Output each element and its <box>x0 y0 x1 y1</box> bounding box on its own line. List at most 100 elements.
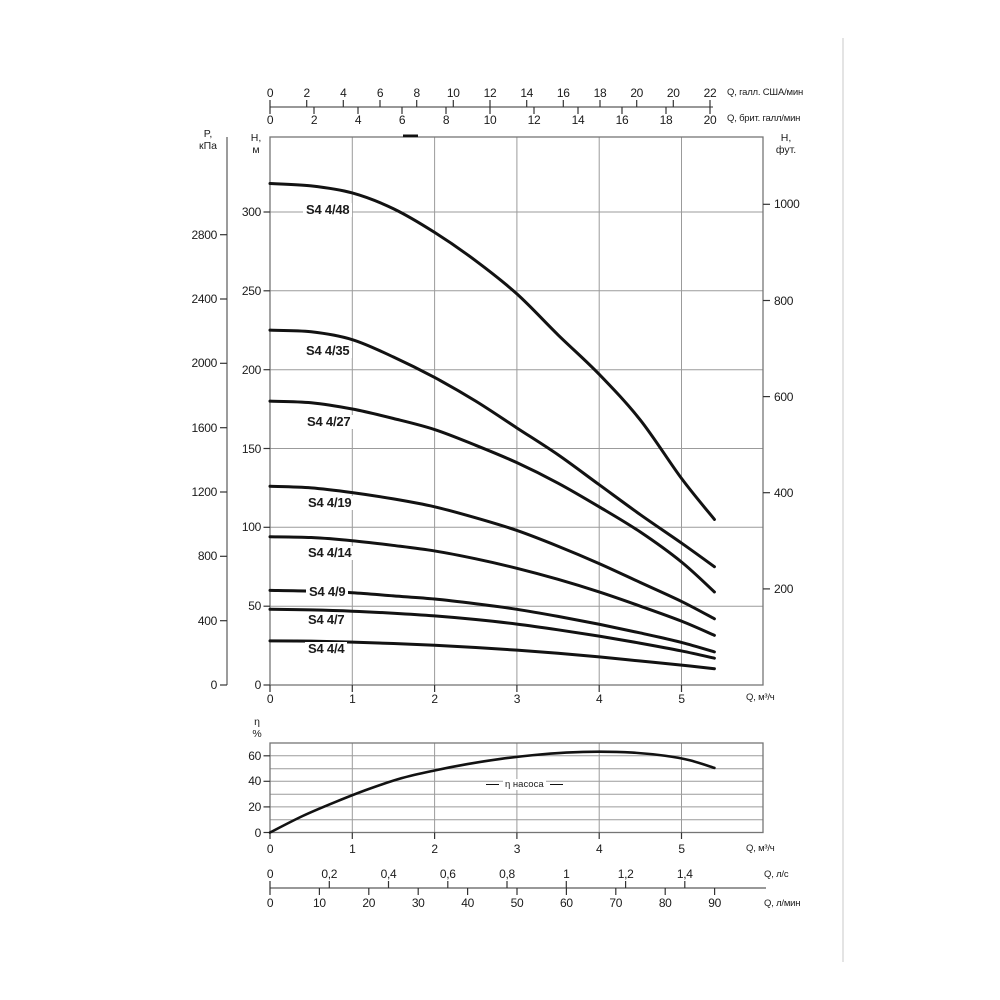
curve-label-s4-4-19: S4 4/19 <box>305 496 355 510</box>
leader-line-right <box>549 784 563 785</box>
imp-gpm-tick-label: 20 <box>703 113 717 127</box>
m3h-unit-label-eta: Q, м³/ч <box>746 843 775 854</box>
imp-gpm-tick-label: 14 <box>571 113 585 127</box>
h-ft-tick-label: 200 <box>774 581 794 596</box>
imp-gpm-tick-label: 4 <box>354 113 362 127</box>
q-m3h-eta-tick-label: 4 <box>596 842 603 856</box>
ls-unit-label: Q, л/с <box>764 869 789 880</box>
q-lmin-tick-label: 70 <box>609 896 623 910</box>
us-gpm-tick-label: 10 <box>446 86 460 100</box>
imp-gpm-tick-label: 16 <box>615 113 629 127</box>
leader-line-left <box>486 784 499 785</box>
us-gpm-tick-label: 18 <box>593 86 607 100</box>
imp-gpm-tick-label: 10 <box>483 113 497 127</box>
q-ls-tick-label: 0,4 <box>380 867 397 881</box>
p-kpa-tick-label: 400 <box>197 613 217 628</box>
head-m-axis-title: H, м <box>250 132 262 156</box>
q-m3h-main-tick-label: 1 <box>349 692 356 706</box>
q-m3h-main-tick-label: 0 <box>266 692 274 706</box>
us-gpm-tick-label: 14 <box>520 86 534 100</box>
eta-pct-tick-label: 40 <box>248 774 261 789</box>
pressure-axis-title: P, кПа <box>199 128 217 152</box>
p-kpa-tick-label: 2000 <box>191 356 218 371</box>
p-kpa-tick-label: 0 <box>210 678 218 692</box>
q-m3h-eta-tick-label: 2 <box>431 842 438 856</box>
q-m3h-main-tick-label: 5 <box>678 692 685 706</box>
efficiency-curve-label-text: η насоса <box>503 779 546 790</box>
q-lmin-tick-label: 50 <box>510 896 524 910</box>
q-lmin-tick-label: 90 <box>708 896 721 910</box>
h-m-tick-label: 150 <box>241 441 261 456</box>
p-kpa-tick-label: 2400 <box>191 292 218 306</box>
eta-pct-tick-label: 60 <box>248 748 261 763</box>
q-ls-tick-label: 1,2 <box>617 867 634 881</box>
q-ls-tick-label: 0,6 <box>439 867 456 881</box>
q-m3h-main-tick-label: 3 <box>513 692 521 706</box>
q-ls-tick-label: 0,8 <box>499 867 515 881</box>
us-gpm-tick-label: 0 <box>266 86 274 100</box>
q-ls-tick-label: 0,2 <box>321 867 338 881</box>
us-gpm-tick-label: 6 <box>376 86 384 100</box>
head-ft-axis-title: H, фут. <box>775 132 797 156</box>
h-ft-tick-label: 600 <box>774 389 794 404</box>
curve-label-s4-4-27: S4 4/27 <box>304 415 354 429</box>
q-ls-tick-label: 1,4 <box>676 867 693 881</box>
h-m-tick-label: 0 <box>254 678 262 692</box>
imp-gpm-unit-label: Q, брит. галл/мин <box>727 113 801 124</box>
imp-gpm-tick-label: 18 <box>659 113 673 127</box>
h-m-tick-label: 100 <box>241 520 261 535</box>
q-lmin-tick-label: 20 <box>362 896 376 910</box>
q-lmin-tick-label: 30 <box>411 896 425 910</box>
q-ls-tick-label: 1 <box>563 867 570 881</box>
imp-gpm-tick-label: 6 <box>398 113 406 127</box>
q-lmin-tick-label: 10 <box>313 896 326 910</box>
q-lmin-tick-label: 0 <box>266 896 274 910</box>
q-ls-tick-label: 0 <box>266 867 274 881</box>
p-kpa-tick-label: 1600 <box>191 420 218 435</box>
p-kpa-tick-label: 2800 <box>191 227 218 242</box>
eta-pct-tick-label: 0 <box>254 825 262 840</box>
m3h-unit-label-main: Q, м³/ч <box>746 692 775 703</box>
curve-label-s4-4-7: S4 4/7 <box>305 613 348 627</box>
q-lmin-tick-label: 40 <box>461 896 474 910</box>
curve-label-s4-4-48: S4 4/48 <box>303 203 353 217</box>
eta-pct-tick-label: 20 <box>248 799 261 814</box>
curve-label-s4-4-9: S4 4/9 <box>306 585 349 599</box>
efficiency-axis-title: η % <box>252 716 262 740</box>
curve-label-s4-4-4: S4 4/4 <box>305 642 348 656</box>
q-m3h-eta-tick-label: 1 <box>349 842 356 856</box>
q-lmin-tick-label: 80 <box>658 896 672 910</box>
us-gpm-tick-label: 20 <box>630 86 644 100</box>
p-kpa-tick-label: 1200 <box>191 485 218 499</box>
us-gpm-tick-label: 8 <box>413 86 421 100</box>
q-lmin-tick-label: 60 <box>560 896 573 910</box>
q-m3h-eta-tick-label: 5 <box>678 842 685 856</box>
q-m3h-eta-tick-label: 0 <box>266 842 274 856</box>
us-gpm-tick-label: 12 <box>483 86 497 100</box>
us-gpm-tick-label: 4 <box>340 86 347 100</box>
curve-label-s4-4-14: S4 4/14 <box>305 546 355 560</box>
us-gpm-tick-label: 2 <box>303 86 311 100</box>
lmin-unit-label: Q, л/мин <box>764 898 801 909</box>
p-kpa-tick-label: 800 <box>197 549 217 564</box>
q-m3h-main-tick-label: 2 <box>431 692 438 706</box>
h-m-tick-label: 250 <box>241 283 261 298</box>
efficiency-curve-label: η насоса <box>486 779 563 790</box>
imp-gpm-tick-label: 8 <box>442 113 450 127</box>
h-m-tick-label: 200 <box>241 362 261 377</box>
us-gpm-tick-label: 16 <box>556 86 570 100</box>
us-gpm-unit-label: Q, галл. США/мин <box>727 87 804 98</box>
curve-label-s4-4-35: S4 4/35 <box>303 344 353 358</box>
page-divider-line <box>842 38 844 962</box>
h-ft-tick-label: 1000 <box>774 197 800 212</box>
imp-gpm-tick-label: 0 <box>266 113 274 127</box>
h-m-tick-label: 50 <box>248 599 261 614</box>
h-m-tick-label: 300 <box>241 205 261 219</box>
h-ft-tick-label: 400 <box>774 485 794 500</box>
imp-gpm-tick-label: 12 <box>527 113 541 127</box>
us-gpm-tick-label: 20 <box>666 86 680 100</box>
us-gpm-tick-label: 22 <box>703 86 717 100</box>
h-ft-tick-label: 800 <box>774 293 794 308</box>
